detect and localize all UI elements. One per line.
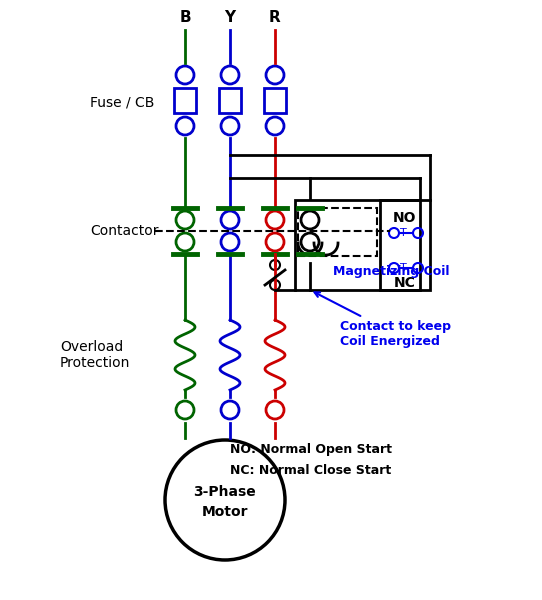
Bar [380, 200, 430, 290]
Text: Y: Y [224, 10, 236, 25]
Text: NC: Normal Close Start: NC: Normal Close Start [230, 463, 391, 476]
Text: Magnetizing Coil: Magnetizing Coil [333, 265, 449, 278]
Text: Overload
Protection: Overload Protection [60, 340, 131, 370]
Text: 3-Phase: 3-Phase [193, 485, 256, 499]
Bar [174, 88, 196, 113]
Text: Contact to keep
Coil Energized: Contact to keep Coil Energized [314, 292, 451, 348]
Text: Contactor: Contactor [90, 224, 158, 238]
Text: B: B [179, 10, 191, 25]
Text: T: T [400, 263, 406, 273]
Bar [295, 200, 420, 290]
Text: NO: NO [393, 211, 417, 225]
Text: NC: NC [394, 276, 416, 290]
Text: Fuse / CB: Fuse / CB [90, 95, 154, 109]
Bar [219, 88, 241, 113]
Text: Motor: Motor [202, 505, 248, 519]
Text: NO: Normal Open Start: NO: Normal Open Start [230, 443, 392, 457]
Text: T: T [400, 228, 406, 238]
Text: R: R [269, 10, 281, 25]
Bar [298, 208, 377, 256]
Bar [264, 88, 286, 113]
